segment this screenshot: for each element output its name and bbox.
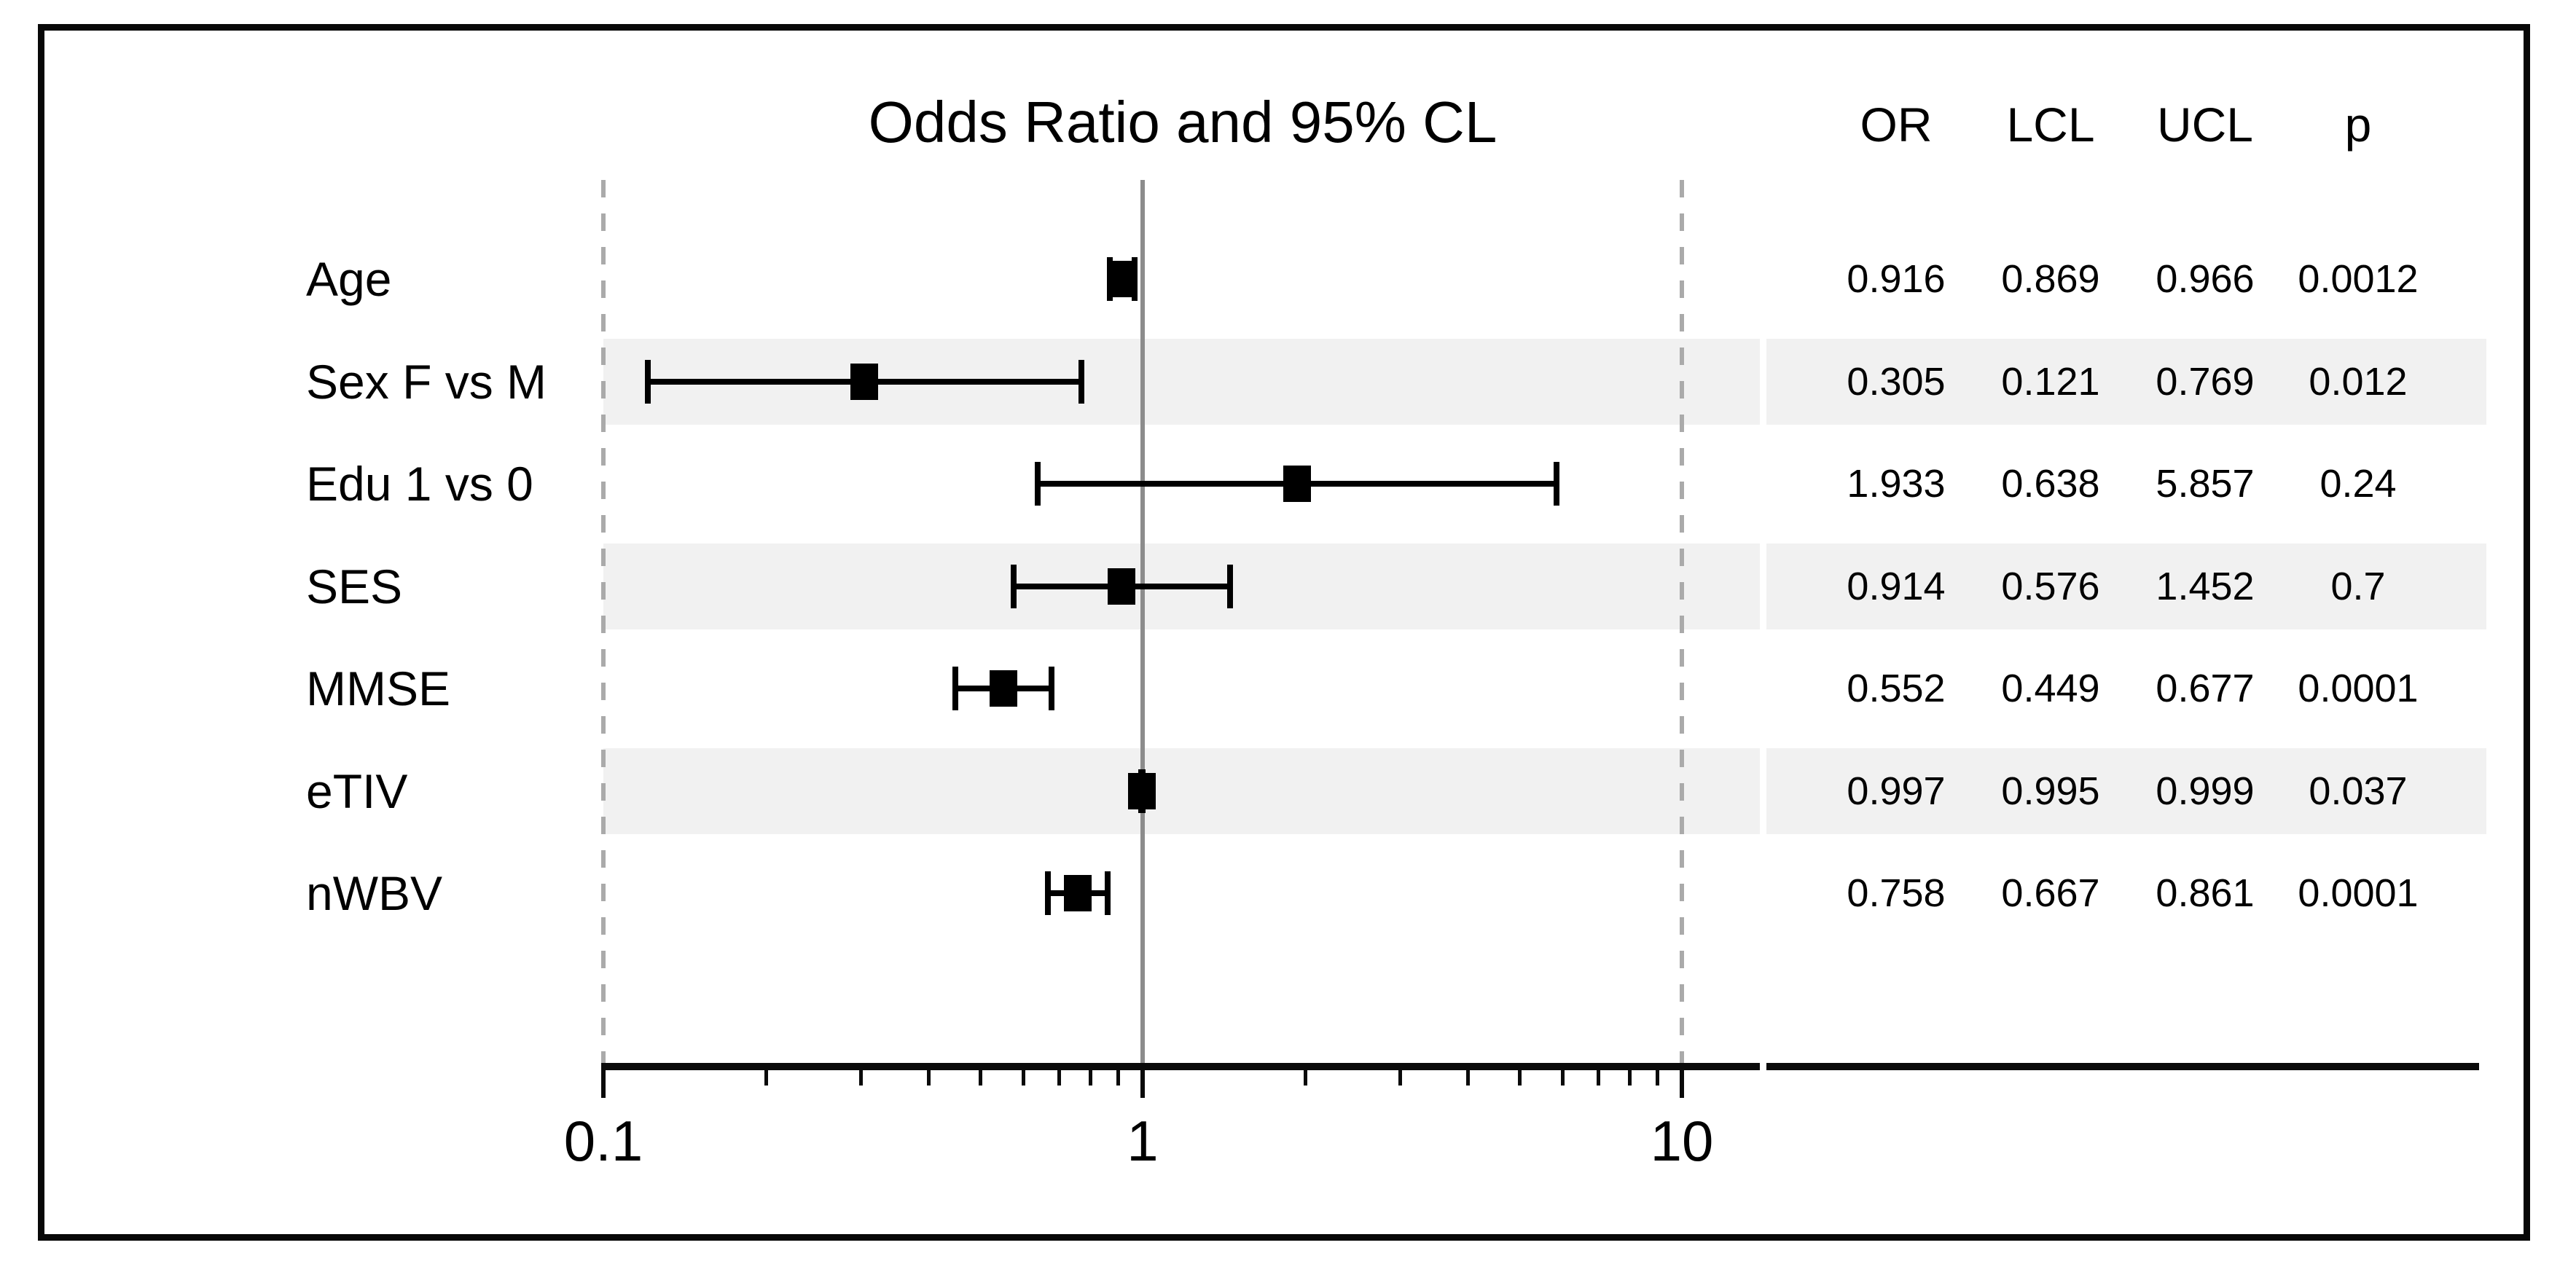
x-axis-major-tick [601,1063,606,1098]
ci-cap-upper [1105,871,1111,915]
row-label: eTIV [306,764,408,818]
or-marker [1108,261,1136,297]
x-axis-minor-tick [1518,1063,1522,1086]
row-band-plot [603,748,1760,834]
cell-or: 0.997 [1847,769,1946,813]
x-axis-tick-label: 10 [1650,1109,1714,1173]
cell-p: 0.037 [2309,769,2408,813]
col-header-ucl: UCL [2156,98,2254,152]
row-band-table [1766,339,2486,425]
x-axis-minor-tick [764,1063,768,1086]
cell-lcl: 0.995 [2001,769,2100,813]
x-axis-minor-tick [1561,1063,1565,1086]
x-axis-minor-tick [1304,1063,1307,1086]
cell-or: 0.305 [1847,360,1946,404]
ci-cap-lower [952,667,958,710]
x-axis-minor-tick [1466,1063,1470,1086]
cell-lcl: 0.449 [2001,667,2100,710]
x-axis-minor-tick [927,1063,931,1086]
ci-cap-upper [1049,667,1054,710]
x-axis-minor-tick [1057,1063,1061,1086]
cell-ucl: 0.769 [2156,360,2255,404]
row-label: nWBV [306,866,443,920]
ci-cap-lower [1011,565,1017,608]
or-marker [1283,466,1311,502]
row-label: MMSE [306,662,450,715]
ci-cap-lower [1035,462,1041,506]
x-axis-line-plot [603,1063,1760,1070]
row-label: Age [306,252,392,306]
cell-p: 0.0001 [2298,667,2419,710]
row-band-table [1766,748,2486,834]
x-axis-major-tick [1140,1063,1145,1098]
cell-ucl: 1.452 [2156,565,2255,608]
col-header-or: OR [1860,98,1933,152]
or-marker [1108,568,1135,605]
x-axis-minor-tick [1628,1063,1632,1086]
reference-line-solid-1 [1140,180,1145,1065]
cell-or: 1.933 [1847,462,1946,506]
x-axis-minor-tick [1656,1063,1659,1086]
col-header-p: p [2344,98,2372,152]
chart-title: Odds Ratio and 95% CL [868,90,1498,154]
cell-p: 0.7 [2330,565,2386,608]
x-axis-tick-label: 0.1 [563,1109,643,1173]
cell-or: 0.914 [1847,565,1946,608]
x-axis-minor-tick [979,1063,982,1086]
col-header-lcl: LCL [2006,98,2095,152]
x-axis-tick-label: 1 [1127,1109,1159,1173]
x-axis-minor-tick [859,1063,863,1086]
cell-or: 0.916 [1847,257,1946,301]
or-marker [1128,773,1156,809]
x-axis-minor-tick [1597,1063,1600,1086]
reference-line-dashed-10 [1680,180,1684,1065]
cell-lcl: 0.121 [2001,360,2100,404]
cell-or: 0.552 [1847,667,1946,710]
cell-ucl: 0.999 [2156,769,2255,813]
cell-lcl: 0.576 [2001,565,2100,608]
cell-ucl: 0.677 [2156,667,2255,710]
x-axis-major-tick [1680,1063,1684,1098]
cell-ucl: 0.966 [2156,257,2255,301]
cell-or: 0.758 [1847,871,1946,915]
ci-cap-upper [1554,462,1559,506]
or-marker [1064,875,1092,911]
ci-cap-upper [1227,565,1233,608]
or-marker [990,670,1017,707]
ci-cap-lower [1045,871,1051,915]
x-axis-minor-tick [1116,1063,1120,1086]
row-label: Edu 1 vs 0 [306,457,533,511]
cell-lcl: 0.869 [2001,257,2100,301]
row-label: SES [306,560,403,613]
ci-cap-upper [1078,360,1084,404]
reference-line-dashed-0.1 [601,180,606,1065]
x-axis-minor-tick [1022,1063,1025,1086]
figure-border [38,24,2530,1241]
x-axis-minor-tick [1089,1063,1092,1086]
cell-lcl: 0.638 [2001,462,2100,506]
cell-p: 0.012 [2309,360,2408,404]
cell-ucl: 5.857 [2156,462,2255,506]
or-marker [850,364,878,400]
row-band-table [1766,543,2486,629]
cell-p: 0.0001 [2298,871,2419,915]
cell-p: 0.24 [2319,462,2397,506]
cell-lcl: 0.667 [2001,871,2100,915]
cell-ucl: 0.861 [2156,871,2255,915]
x-axis-line-table [1766,1063,2479,1070]
ci-cap-lower [645,360,651,404]
cell-p: 0.0012 [2298,257,2419,301]
row-label: Sex F vs M [306,355,547,409]
x-axis-minor-tick [1398,1063,1402,1086]
